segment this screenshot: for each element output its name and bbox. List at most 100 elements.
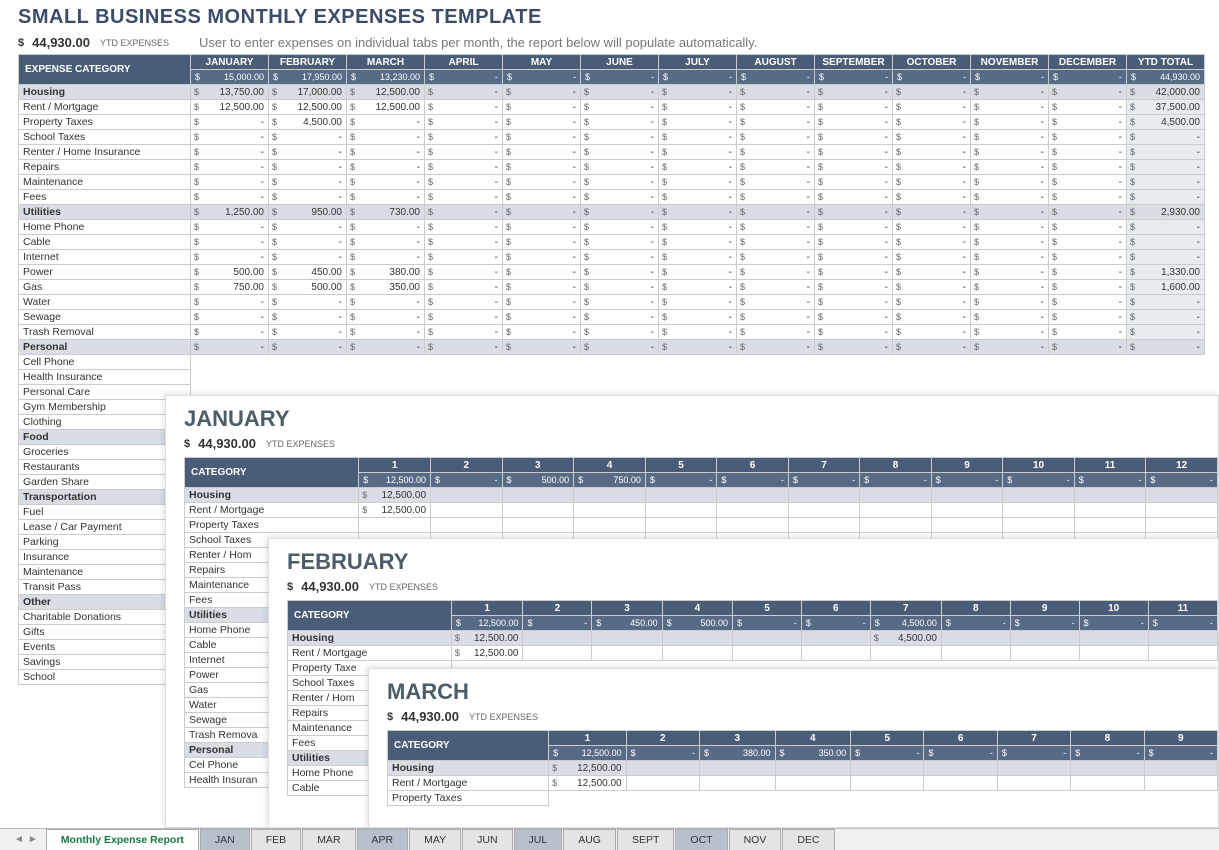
- value-cell[interactable]: $-: [347, 175, 425, 190]
- value-cell[interactable]: $-: [1127, 220, 1205, 235]
- value-cell[interactable]: $-: [815, 235, 893, 250]
- value-cell[interactable]: $-: [347, 325, 425, 340]
- value-cell[interactable]: $-: [425, 130, 503, 145]
- value-cell[interactable]: $-: [737, 235, 815, 250]
- value-cell[interactable]: [941, 646, 1010, 661]
- value-cell[interactable]: $-: [1049, 160, 1127, 175]
- value-cell[interactable]: $-: [269, 250, 347, 265]
- value-cell[interactable]: [801, 631, 870, 646]
- value-cell[interactable]: [717, 503, 788, 518]
- nav-arrow-icon[interactable]: ◄: [14, 834, 24, 845]
- value-cell[interactable]: $-: [737, 190, 815, 205]
- value-cell[interactable]: [662, 646, 732, 661]
- value-cell[interactable]: $-: [503, 175, 581, 190]
- value-cell[interactable]: $-: [893, 85, 971, 100]
- value-cell[interactable]: $-: [659, 115, 737, 130]
- value-cell[interactable]: $-: [581, 220, 659, 235]
- value-cell[interactable]: $-: [737, 250, 815, 265]
- value-cell[interactable]: $-: [503, 160, 581, 175]
- category-cell[interactable]: Rent / Mortgage: [185, 503, 359, 518]
- value-cell[interactable]: [997, 776, 1070, 791]
- value-cell[interactable]: $-: [893, 100, 971, 115]
- value-cell[interactable]: $-: [659, 235, 737, 250]
- value-cell[interactable]: $-: [347, 295, 425, 310]
- sheet-tab[interactable]: JUL: [514, 829, 563, 850]
- value-cell[interactable]: [860, 503, 931, 518]
- value-cell[interactable]: $-: [1127, 295, 1205, 310]
- value-cell[interactable]: $-: [347, 310, 425, 325]
- value-cell[interactable]: $-: [893, 130, 971, 145]
- value-cell[interactable]: [1148, 631, 1217, 646]
- value-cell[interactable]: [851, 761, 924, 776]
- value-cell[interactable]: $-: [815, 100, 893, 115]
- value-cell[interactable]: $-: [971, 310, 1049, 325]
- category-cell[interactable]: Trash Removal: [19, 325, 191, 340]
- value-cell[interactable]: $-: [191, 295, 269, 310]
- value-cell[interactable]: $-: [737, 265, 815, 280]
- value-cell[interactable]: $-: [1049, 85, 1127, 100]
- value-cell[interactable]: $-: [1049, 220, 1127, 235]
- value-cell[interactable]: $-: [503, 295, 581, 310]
- value-cell[interactable]: $-: [737, 160, 815, 175]
- value-cell[interactable]: $-: [737, 280, 815, 295]
- value-cell[interactable]: $-: [269, 190, 347, 205]
- value-cell[interactable]: [1074, 488, 1146, 503]
- value-cell[interactable]: $-: [815, 295, 893, 310]
- sheet-tab[interactable]: MAR: [302, 829, 355, 850]
- category-cell[interactable]: Personal: [19, 340, 191, 355]
- value-cell[interactable]: $-: [347, 130, 425, 145]
- value-cell[interactable]: $-: [659, 250, 737, 265]
- value-cell[interactable]: $-: [971, 295, 1049, 310]
- category-cell[interactable]: Property Taxes: [185, 518, 359, 533]
- value-cell[interactable]: $-: [659, 85, 737, 100]
- value-cell[interactable]: $-: [815, 145, 893, 160]
- value-cell[interactable]: $2,930.00: [1127, 205, 1205, 220]
- value-cell[interactable]: $-: [737, 130, 815, 145]
- value-cell[interactable]: $-: [815, 115, 893, 130]
- value-cell[interactable]: $42,000.00: [1127, 85, 1205, 100]
- value-cell[interactable]: $-: [269, 220, 347, 235]
- value-cell[interactable]: $12,500.00: [549, 761, 626, 776]
- value-cell[interactable]: $-: [347, 250, 425, 265]
- value-cell[interactable]: [699, 776, 775, 791]
- value-cell[interactable]: $-: [737, 175, 815, 190]
- value-cell[interactable]: $-: [815, 340, 893, 355]
- value-cell[interactable]: $-: [191, 235, 269, 250]
- value-cell[interactable]: [801, 646, 870, 661]
- sheet-tab[interactable]: MAY: [409, 829, 461, 850]
- value-cell[interactable]: $-: [347, 115, 425, 130]
- value-cell[interactable]: [502, 488, 574, 503]
- category-cell[interactable]: Home Phone: [19, 220, 191, 235]
- value-cell[interactable]: [592, 646, 662, 661]
- value-cell[interactable]: [924, 761, 997, 776]
- value-cell[interactable]: $-: [347, 235, 425, 250]
- value-cell[interactable]: $-: [893, 115, 971, 130]
- value-cell[interactable]: $-: [737, 85, 815, 100]
- value-cell[interactable]: $-: [737, 205, 815, 220]
- value-cell[interactable]: $-: [503, 340, 581, 355]
- value-cell[interactable]: [733, 631, 802, 646]
- value-cell[interactable]: [870, 646, 941, 661]
- value-cell[interactable]: $-: [503, 130, 581, 145]
- value-cell[interactable]: $-: [815, 130, 893, 145]
- value-cell[interactable]: [574, 488, 646, 503]
- value-cell[interactable]: $-: [971, 250, 1049, 265]
- value-cell[interactable]: $-: [581, 340, 659, 355]
- value-cell[interactable]: [523, 631, 592, 646]
- value-cell[interactable]: $-: [971, 85, 1049, 100]
- category-cell[interactable]: Utilities: [19, 205, 191, 220]
- value-cell[interactable]: $-: [1049, 145, 1127, 160]
- value-cell[interactable]: $-: [191, 115, 269, 130]
- value-cell[interactable]: $-: [893, 265, 971, 280]
- value-cell[interactable]: $-: [737, 115, 815, 130]
- value-cell[interactable]: $-: [893, 205, 971, 220]
- value-cell[interactable]: $-: [425, 235, 503, 250]
- category-cell[interactable]: Gas: [19, 280, 191, 295]
- value-cell[interactable]: $-: [191, 160, 269, 175]
- value-cell[interactable]: [924, 776, 997, 791]
- category-cell[interactable]: Fees: [19, 190, 191, 205]
- value-cell[interactable]: $730.00: [347, 205, 425, 220]
- value-cell[interactable]: [431, 488, 502, 503]
- value-cell[interactable]: $12,500.00: [191, 100, 269, 115]
- value-cell[interactable]: $-: [737, 310, 815, 325]
